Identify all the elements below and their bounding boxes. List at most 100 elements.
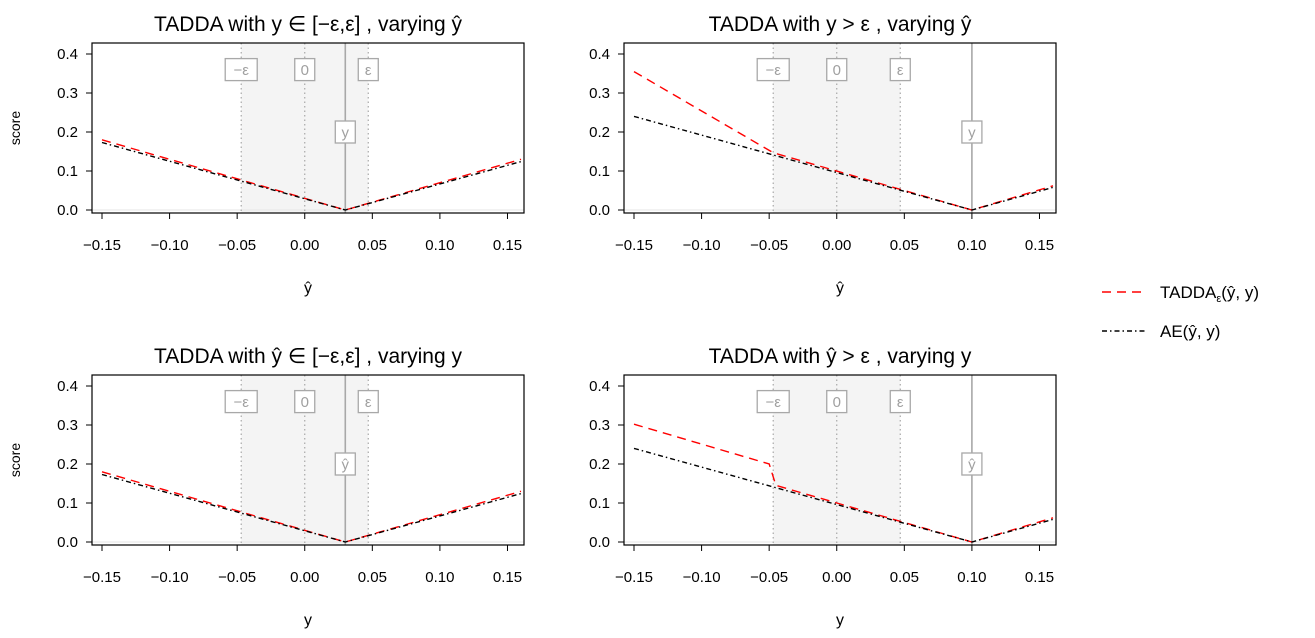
y-tick-label: 0.4 [57, 46, 78, 63]
marker-box-3 [357, 57, 379, 82]
panel-2: −ε 0 ε y −0.15 −0.10 −0.05 0.00 0.05 0.10 0.15 0.0 0… [589, 13, 1057, 297]
x-tick-label: −0.05 [750, 237, 788, 254]
y-axis-label: score [7, 443, 23, 477]
plot-frame [623, 374, 1057, 546]
x-tick-label: 0.05 [358, 569, 387, 586]
plot-frame [623, 42, 1057, 214]
y-tick-label: 0.0 [589, 202, 610, 219]
marker-box-3 [889, 57, 911, 82]
series-tadda [101, 471, 522, 543]
x-tick-label: −0.10 [151, 237, 189, 254]
y-tick-label: 0.4 [589, 378, 610, 395]
y-tick-label: 0.2 [589, 456, 610, 473]
x-axis-label: ŷ [836, 280, 844, 297]
x-axis-label: y [836, 612, 844, 629]
marker-box-4 [334, 452, 356, 476]
marker-label-4: y [342, 125, 350, 142]
x-tick-label: 0.00 [822, 569, 851, 586]
x-tick-label: −0.10 [151, 569, 189, 586]
y-tick-label: 0.2 [57, 124, 78, 141]
panel-3: −ε 0 ε ŷ −0.15 −0.10 −0.05 0.00 0.05 0.10 0.15 0.0 0… [7, 345, 525, 629]
series-ae [101, 141, 522, 211]
series-ae [633, 447, 1054, 543]
x-tick-label: 0.05 [358, 237, 387, 254]
marker-box-4 [961, 120, 983, 144]
series-ae [633, 115, 1054, 211]
marker-label-4: y [968, 125, 976, 142]
marker-label-4: ŷ [342, 457, 350, 474]
x-axis-label: ŷ [304, 280, 312, 297]
x-tick-label: −0.15 [83, 569, 121, 586]
marker-label-1: −ε [765, 62, 781, 79]
panel-title: TADDA with ŷ > ε , varying y [709, 345, 972, 368]
y-tick-label: 0.0 [57, 534, 78, 551]
y-tick-label: 0.4 [589, 46, 610, 63]
y-axis-label: score [7, 111, 23, 145]
y-tick-label: 0.0 [57, 202, 78, 219]
marker-label-3: ε [897, 394, 904, 411]
x-tick-label: 0.00 [290, 569, 319, 586]
marker-box-2 [294, 57, 316, 82]
series-tadda [633, 70, 1054, 211]
marker-box-4 [961, 452, 983, 476]
x-tick-label: −0.05 [218, 569, 256, 586]
marker-label-2: 0 [301, 394, 309, 411]
panel-title: TADDA with y > ε , varying ŷ [709, 13, 972, 36]
legend-label-tadda: TADDAε(ŷ, y) [1160, 283, 1259, 305]
marker-label-3: ε [365, 394, 372, 411]
marker-label-2: 0 [833, 394, 841, 411]
plot-frame [91, 374, 525, 546]
panel-1: −ε 0 ε y −0.15 −0.10 −0.05 0.00 0.05 0.10 0.15 0.0 0… [7, 13, 525, 297]
marker-label-1: −ε [233, 394, 249, 411]
marker-box-4 [334, 120, 356, 144]
marker-box-1 [224, 389, 258, 414]
x-tick-label: 0.05 [890, 569, 919, 586]
marker-box-2 [826, 57, 848, 82]
marker-box-1 [756, 389, 790, 414]
x-tick-label: 0.15 [1025, 569, 1054, 586]
panel-4: −ε 0 ε ŷ −0.15 −0.10 −0.05 0.00 0.05 0.10 0.15 0.0 0… [589, 345, 1057, 629]
legend-label-ae: AE(ŷ, y) [1160, 322, 1220, 341]
x-tick-label: −0.15 [615, 237, 653, 254]
y-tick-label: 0.4 [57, 378, 78, 395]
y-tick-label: 0.3 [589, 417, 610, 434]
x-tick-label: 0.10 [425, 569, 454, 586]
x-tick-label: 0.10 [957, 237, 986, 254]
x-tick-label: 0.15 [1025, 237, 1054, 254]
y-tick-label: 0.1 [589, 495, 610, 512]
x-axis-label: y [304, 612, 312, 629]
series-tadda [101, 139, 522, 211]
plot-frame [91, 42, 525, 214]
y-tick-label: 0.1 [57, 495, 78, 512]
panel-title: TADDA with y ∈ [−ε,ε] , varying ŷ [154, 13, 462, 36]
y-tick-label: 0.3 [589, 85, 610, 102]
marker-box-3 [889, 389, 911, 414]
marker-box-3 [357, 389, 379, 414]
x-tick-label: −0.05 [750, 569, 788, 586]
legend: TADDAε(ŷ, y) AE(ŷ, y) [1102, 283, 1259, 341]
panel-title: TADDA with ŷ ∈ [−ε,ε] , varying y [154, 345, 462, 368]
marker-label-3: ε [897, 62, 904, 79]
marker-label-2: 0 [301, 62, 309, 79]
x-tick-label: 0.00 [822, 237, 851, 254]
y-tick-label: 0.3 [57, 85, 78, 102]
x-tick-label: −0.05 [218, 237, 256, 254]
y-tick-label: 0.1 [57, 163, 78, 180]
y-tick-label: 0.2 [589, 124, 610, 141]
marker-label-2: 0 [833, 62, 841, 79]
y-tick-label: 0.2 [57, 456, 78, 473]
marker-label-4: ŷ [968, 457, 976, 474]
x-tick-label: 0.10 [425, 237, 454, 254]
y-tick-label: 0.1 [589, 163, 610, 180]
marker-box-1 [756, 57, 790, 82]
y-tick-label: 0.0 [589, 534, 610, 551]
series-ae [101, 473, 522, 543]
x-tick-label: 0.15 [493, 237, 522, 254]
y-tick-label: 0.3 [57, 417, 78, 434]
x-tick-label: 0.00 [290, 237, 319, 254]
x-tick-label: 0.15 [493, 569, 522, 586]
marker-box-2 [826, 389, 848, 414]
x-tick-label: −0.10 [683, 569, 721, 586]
marker-box-1 [224, 57, 258, 82]
